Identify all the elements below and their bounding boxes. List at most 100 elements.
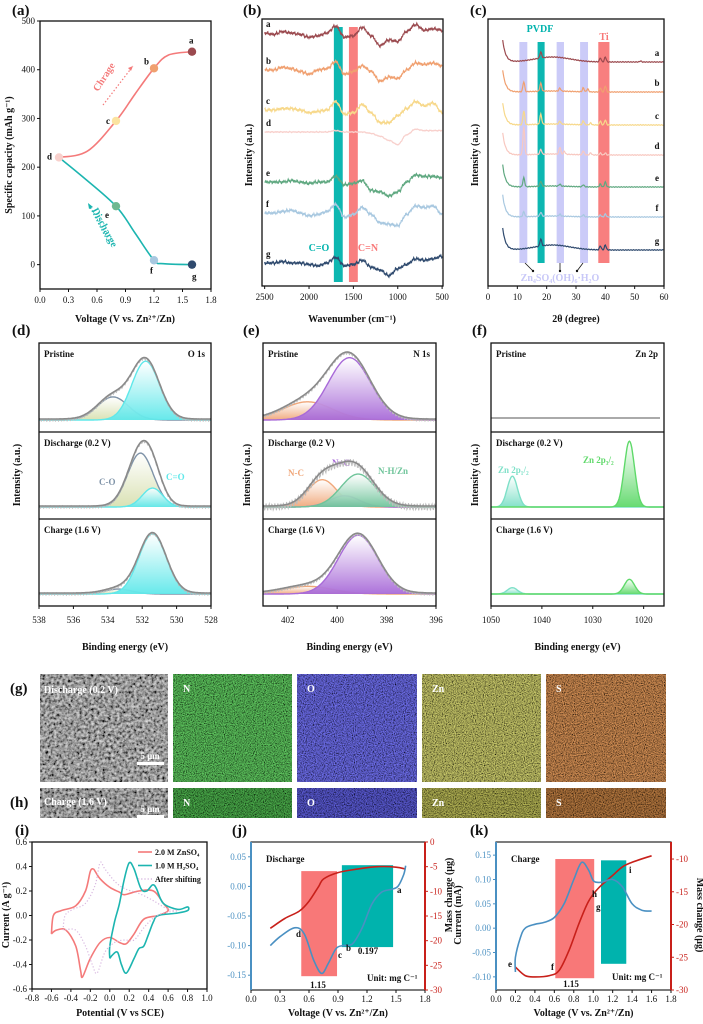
component-label: N-C bbox=[288, 468, 304, 478]
element-label: S bbox=[556, 684, 562, 695]
core-level-label: O 1s bbox=[188, 349, 206, 359]
x-tick-label: 0.4 bbox=[143, 993, 155, 1003]
x-tick-label: 0.8 bbox=[568, 994, 580, 1004]
x-tick-label: -0.6 bbox=[44, 993, 59, 1003]
y-tick-label: -20 bbox=[430, 936, 442, 946]
y-axis-label: Intensity (a.u.) bbox=[244, 124, 255, 187]
band-label: C=O bbox=[309, 243, 330, 254]
series-label: a bbox=[655, 48, 660, 58]
band bbox=[519, 42, 528, 263]
x-tick-label: 532 bbox=[135, 615, 149, 625]
band-Ti bbox=[598, 42, 610, 263]
xrd-pattern-b bbox=[502, 70, 664, 93]
phase-arrow bbox=[576, 262, 584, 272]
component-peak bbox=[491, 440, 664, 508]
x-tick-label: 1.2 bbox=[148, 295, 159, 305]
band bbox=[556, 42, 564, 263]
element-label: S bbox=[556, 798, 562, 809]
current-curve bbox=[269, 865, 407, 975]
eds-map-N bbox=[173, 674, 292, 782]
x-tick-label: 0.6 bbox=[91, 295, 103, 305]
subpanel-label: Discharge (0.2 V) bbox=[44, 438, 111, 448]
element-label: O bbox=[307, 684, 315, 695]
panel-j-frame bbox=[250, 841, 426, 991]
x-tick-label: 0.8 bbox=[182, 993, 194, 1003]
x-tick-label: 1.8 bbox=[665, 994, 677, 1004]
arrowhead-icon bbox=[88, 203, 93, 209]
x-axis-label: Binding energy (eV) bbox=[82, 642, 168, 653]
point-label: a bbox=[397, 885, 402, 895]
x-tick-label: 1.5 bbox=[177, 295, 189, 305]
x-tick-label: 536 bbox=[67, 615, 81, 625]
x-axis-label: Wavenumber (cm⁻¹) bbox=[308, 314, 396, 325]
spectrum-c bbox=[264, 98, 443, 126]
subpanel-label: Pristine bbox=[496, 349, 526, 359]
y-tick-label: -10 bbox=[676, 854, 688, 864]
highlight-region bbox=[601, 860, 627, 964]
y-tick-label: 200 bbox=[22, 162, 36, 172]
y-tick-label: -20 bbox=[676, 920, 688, 930]
x-tick-label: 2000 bbox=[300, 292, 319, 302]
y-tick-label: 0.0 bbox=[16, 911, 28, 921]
x-tick-label: 534 bbox=[101, 615, 115, 625]
x-tick-label: 0.6 bbox=[303, 994, 315, 1004]
y-tick-label: -15 bbox=[430, 911, 442, 921]
point-label: i bbox=[629, 865, 632, 875]
x-axis-label: Voltage (V vs. Zn²⁺/Zn) bbox=[75, 314, 175, 325]
series-line-charge bbox=[58, 50, 193, 159]
x-tick-label: 396 bbox=[429, 615, 443, 625]
x-tick-label: 1.8 bbox=[205, 295, 217, 305]
x-tick-label: 0.2 bbox=[510, 994, 521, 1004]
x-tick-label: 1.8 bbox=[419, 994, 431, 1004]
y-axis-label: Intensity (a.u.) bbox=[242, 444, 253, 507]
data-point-a bbox=[187, 47, 197, 56]
y-axis-label: Intensity (a.u.) bbox=[470, 124, 481, 187]
fitted-envelope bbox=[39, 531, 211, 594]
point-label: g bbox=[192, 272, 197, 282]
legend-label: After shifting bbox=[155, 875, 201, 884]
component-fill bbox=[263, 357, 436, 420]
data-point-c bbox=[111, 116, 121, 126]
point-label: c bbox=[106, 116, 110, 126]
y-tick-label: -0.05 bbox=[227, 911, 246, 921]
eds-map-Zn bbox=[422, 674, 541, 782]
data-point-g bbox=[187, 260, 197, 269]
y-axis-label: Intensity (a.u.) bbox=[12, 444, 23, 507]
eds-map-S bbox=[546, 674, 666, 782]
x-tick-label: 1.4 bbox=[626, 994, 638, 1004]
point-label: e bbox=[508, 959, 512, 969]
panel-label-j: (j) bbox=[232, 823, 247, 839]
data-point-e bbox=[111, 201, 121, 211]
panel-label-a: (a) bbox=[12, 3, 30, 19]
x-tick-label: 1.6 bbox=[646, 994, 658, 1004]
component-fill bbox=[491, 579, 664, 594]
core-level-label: N 1s bbox=[413, 349, 430, 359]
series-label: f bbox=[266, 199, 270, 209]
y-tick-label: -5 bbox=[430, 862, 438, 872]
charge-arrow bbox=[102, 65, 134, 106]
x-tick-label: 530 bbox=[170, 615, 184, 625]
y-tick-label: 0.00 bbox=[475, 923, 491, 933]
spectrum-g bbox=[264, 253, 443, 279]
component-label: C-O bbox=[99, 477, 116, 487]
component-fill bbox=[39, 361, 211, 420]
y-tick-label: 0 bbox=[31, 260, 36, 270]
series-label: d bbox=[266, 118, 271, 128]
x-tick-label: 1.0 bbox=[588, 994, 600, 1004]
panel-label-e: (e) bbox=[243, 323, 260, 339]
x-tick-label: 400 bbox=[330, 615, 344, 625]
panel-label-g: (g) bbox=[10, 681, 28, 697]
panel-f-frame bbox=[490, 342, 665, 607]
y-tick-label: -30 bbox=[676, 985, 688, 995]
y-tick-label: -10 bbox=[430, 886, 442, 896]
component-fill bbox=[491, 441, 664, 507]
component-fill bbox=[39, 453, 211, 507]
y-tick-label: 0.15 bbox=[475, 850, 491, 860]
core-level-label: Zn 2p bbox=[635, 349, 658, 359]
x-tick-label: 1.5 bbox=[390, 994, 402, 1004]
series-label: b bbox=[654, 78, 659, 88]
fitted-envelope bbox=[39, 356, 211, 420]
component-fill bbox=[263, 474, 436, 507]
band-label: C=N bbox=[358, 243, 379, 254]
